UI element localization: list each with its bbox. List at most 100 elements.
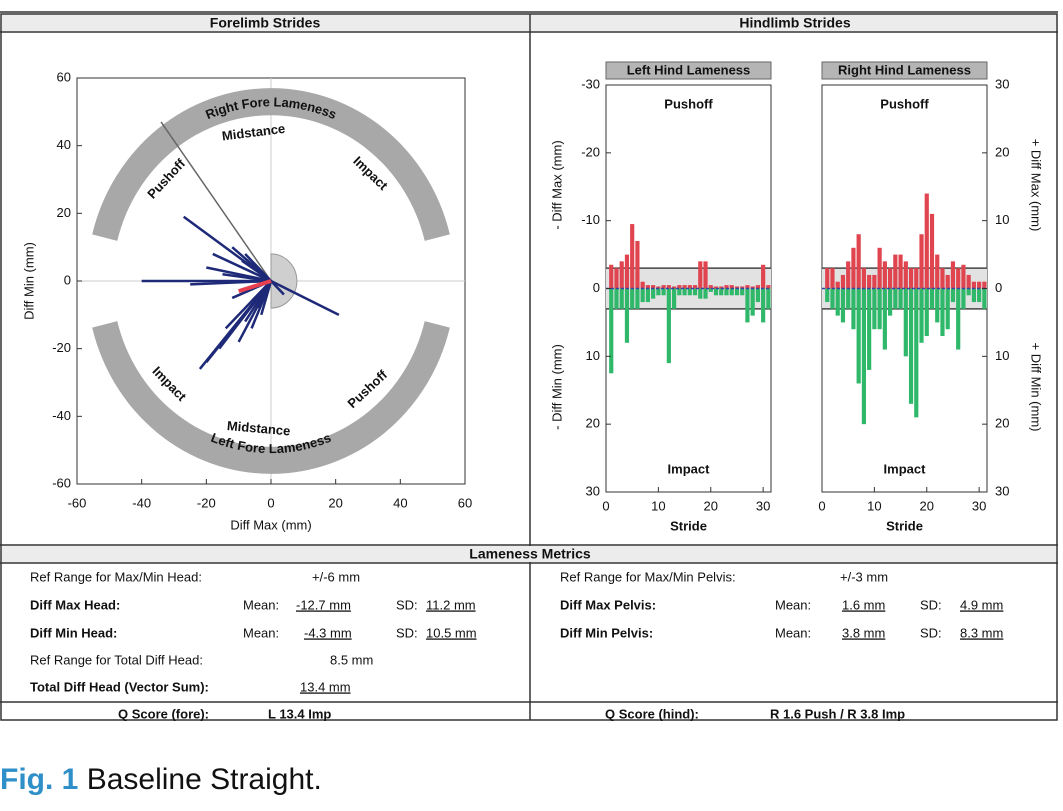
bar [630, 288, 635, 309]
bar [882, 261, 887, 289]
x-tick-label: 10 [651, 498, 665, 513]
bar [703, 261, 708, 289]
x-tick-label: 20 [704, 498, 718, 513]
bar [698, 261, 703, 289]
label: SD: [920, 625, 942, 640]
bar [840, 288, 846, 323]
bar [924, 288, 929, 336]
title-bg [605, 61, 772, 80]
bar [677, 285, 682, 289]
y-axis-label: - Diff Min (mm) [549, 344, 564, 430]
bar [835, 288, 840, 316]
bar [624, 254, 630, 289]
x-tick-label: 40 [393, 495, 407, 510]
y-tick-label: -60 [52, 475, 71, 490]
bar [929, 213, 935, 289]
value: -12.7 mm [296, 597, 351, 612]
y-tick-label: -10 [581, 212, 600, 227]
bar [924, 193, 929, 289]
label: SD: [920, 597, 942, 612]
bar [877, 288, 882, 330]
y-axis-label: + Diff Min (mm) [1029, 343, 1044, 432]
value: -4.3 mm [304, 625, 352, 640]
y-tick-label: 30 [586, 483, 600, 498]
bar [961, 288, 966, 309]
value: 13.4 mm [300, 679, 351, 694]
y-axis-label: Diff Min (mm) [21, 242, 36, 320]
x-tick-label: -40 [132, 495, 151, 510]
bar [867, 274, 872, 289]
bar [703, 288, 708, 299]
phase-label: Midstance [226, 418, 291, 438]
mean-vector [238, 279, 272, 294]
bar [708, 288, 713, 292]
bar [903, 261, 908, 289]
bar [872, 288, 877, 330]
bar [729, 288, 734, 296]
y-tick-label: 0 [64, 272, 71, 287]
section-title: Forelimb Strides [210, 15, 321, 31]
bar [724, 288, 729, 296]
stride-vector [270, 280, 285, 296]
bar [734, 286, 740, 289]
bar [640, 281, 645, 289]
bar [893, 254, 898, 289]
q-score-label: Q Score (fore): [118, 706, 209, 721]
x-tick-label: 20 [328, 495, 342, 510]
bar [609, 288, 614, 374]
x-tick-label: 10 [867, 498, 881, 513]
bar [893, 288, 898, 309]
reference-vector [160, 121, 272, 282]
bar [945, 288, 950, 330]
label: Ref Range for Max/Min Head: [30, 569, 202, 584]
bar [935, 288, 940, 323]
label: Diff Max Head: [30, 597, 120, 612]
y-tick-label: -40 [52, 408, 71, 423]
value: 1.6 mm [842, 597, 885, 612]
y-tick-label: 20 [995, 416, 1009, 431]
bar [846, 261, 851, 289]
caption-number: Fig. 1 [0, 763, 78, 796]
bar [624, 288, 630, 343]
bar [619, 288, 624, 309]
y-tick-label: 0 [995, 280, 1002, 295]
bar [645, 288, 650, 303]
bar [640, 288, 645, 303]
bar [645, 285, 650, 289]
bar [708, 285, 713, 289]
bar [745, 285, 750, 289]
bar [929, 288, 935, 309]
annotation: Impact [668, 461, 711, 476]
bar [966, 288, 971, 296]
bar [919, 288, 924, 343]
label: Diff Max Pelvis: [560, 597, 656, 612]
caption-text: Baseline Straight. [87, 763, 322, 796]
q-score-label: Q Score (hind): [605, 706, 699, 721]
value: 4.9 mm [960, 597, 1003, 612]
bar [825, 268, 830, 289]
bar [766, 285, 771, 289]
bar [888, 268, 893, 289]
q-score-value: R 1.6 Push / R 3.8 Imp [770, 706, 905, 721]
value: 8.5 mm [330, 652, 373, 667]
stride-vector [190, 279, 272, 286]
y-tick-label: -20 [581, 144, 600, 159]
bar [898, 254, 903, 289]
label: Mean: [243, 625, 279, 640]
stride-vector [222, 272, 272, 283]
y-tick-label: 40 [57, 137, 71, 152]
metrics-head: Ref Range for Max/Min Head: +/-6 mm Diff… [30, 569, 477, 694]
y-tick-label: -30 [581, 76, 600, 91]
bar [630, 224, 635, 289]
q-score-value: L 13.4 Imp [268, 706, 331, 721]
x-tick-label: 20 [920, 498, 934, 513]
bar [692, 288, 698, 296]
bar [982, 281, 987, 289]
lameness-band [92, 88, 450, 241]
bar [867, 288, 872, 370]
section-title: Lameness Metrics [469, 546, 591, 562]
y-axis-label: - Diff Max (mm) [549, 140, 564, 229]
stride-vector [270, 279, 340, 316]
bar [750, 288, 755, 316]
bar [840, 274, 846, 289]
